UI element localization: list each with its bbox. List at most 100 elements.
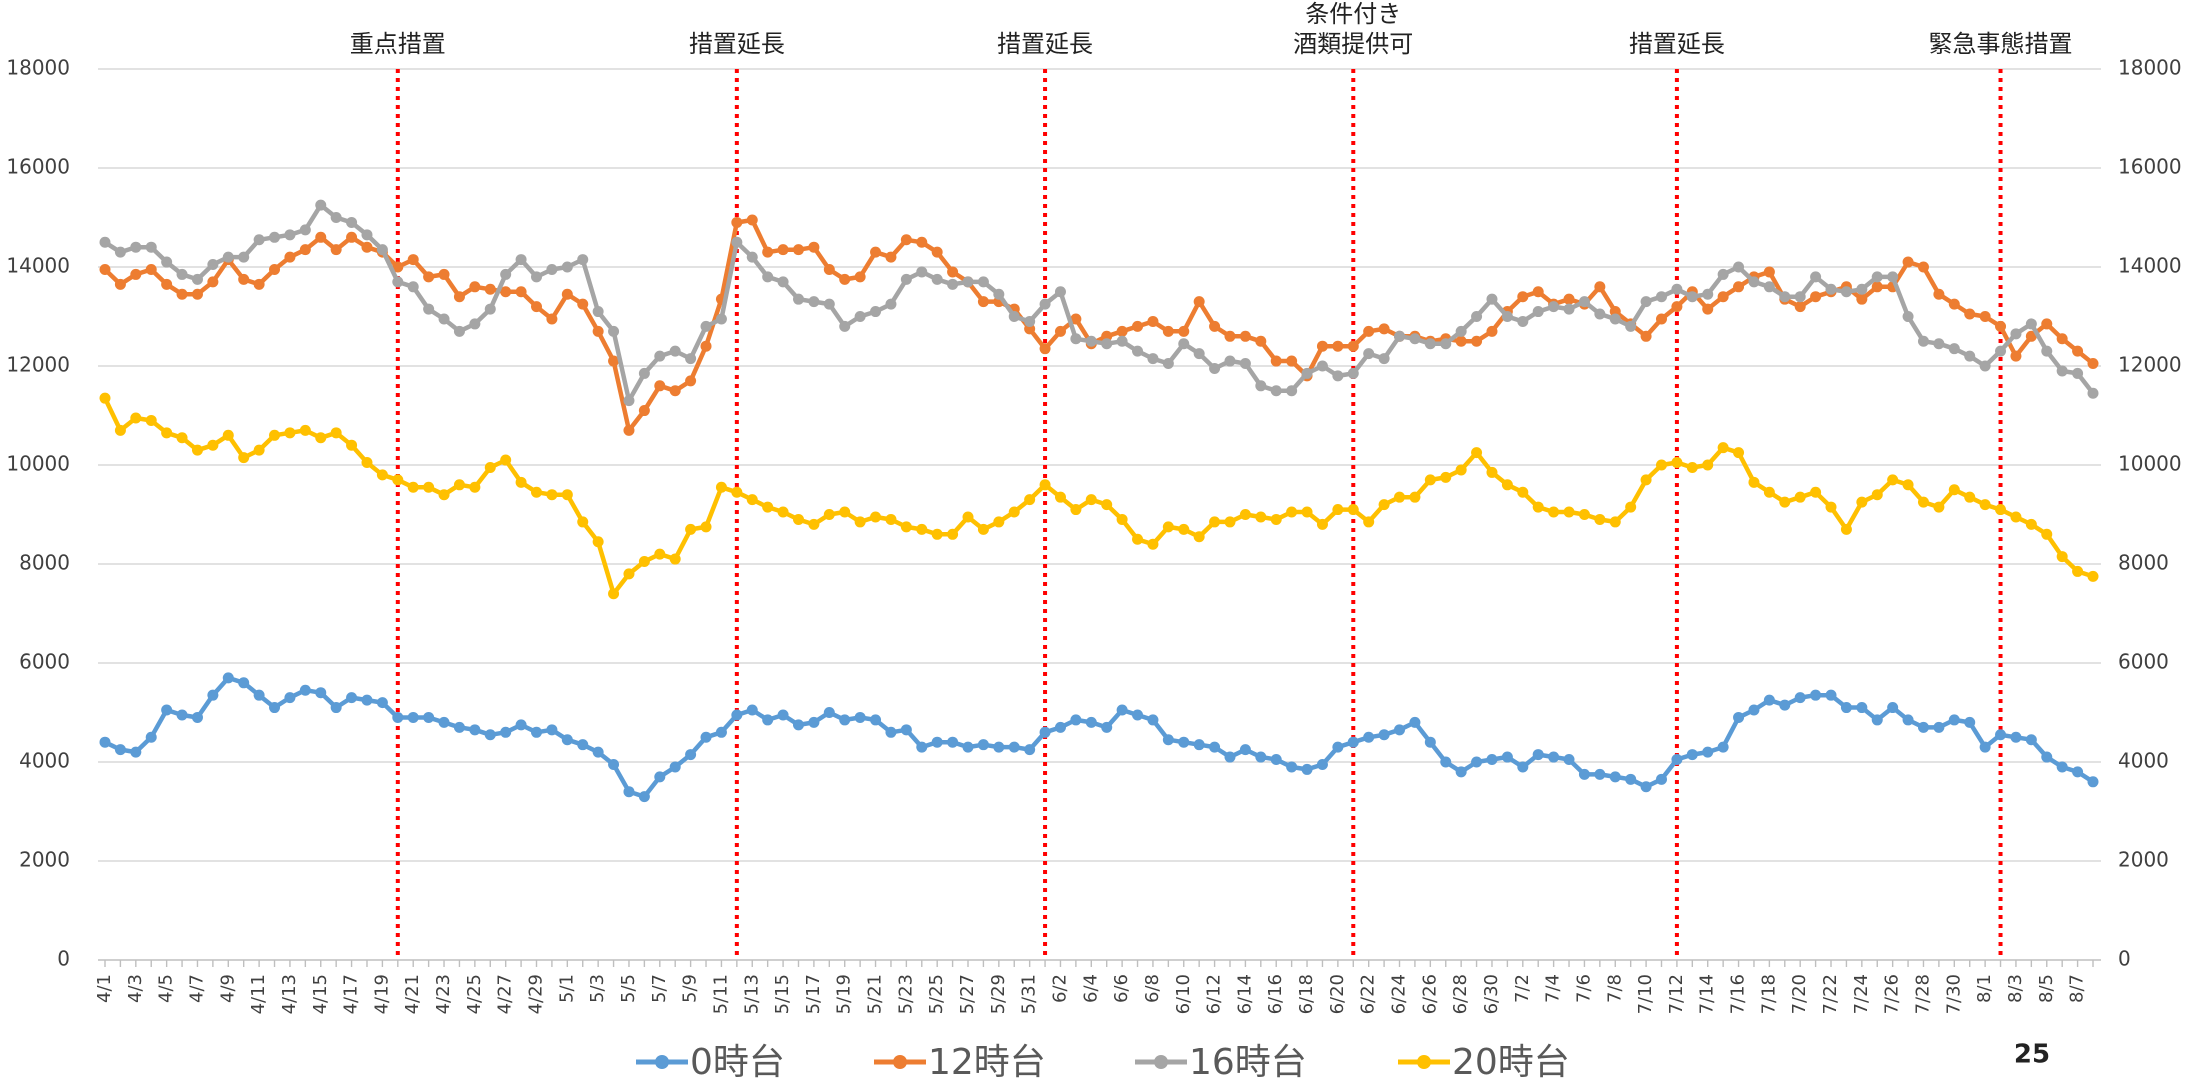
series-line <box>102 397 2094 596</box>
point <box>1070 504 1082 516</box>
point <box>885 513 897 525</box>
point <box>1424 474 1436 486</box>
x-tick-label: 6/14 <box>1234 974 1255 1014</box>
point <box>1486 325 1498 337</box>
point <box>269 429 281 441</box>
point <box>1471 335 1483 347</box>
point <box>346 216 358 228</box>
point <box>1054 286 1066 298</box>
x-tick-label: 8/1 <box>1974 974 1995 1003</box>
point <box>792 244 804 256</box>
y2-tick-label: 18000 <box>2118 56 2182 80</box>
point <box>1178 338 1190 350</box>
point <box>453 325 465 337</box>
point <box>99 236 111 248</box>
x-tick-label: 6/12 <box>1204 974 1225 1014</box>
point <box>1501 479 1513 491</box>
point <box>1193 739 1205 751</box>
point <box>1332 504 1344 516</box>
point <box>423 303 435 315</box>
point <box>114 424 126 436</box>
point <box>731 486 743 498</box>
y-tick-label: 16000 <box>6 155 70 179</box>
annotation-label: 条件付き <box>1305 0 1401 28</box>
point <box>1655 773 1667 785</box>
point <box>1933 501 1945 513</box>
point <box>1363 516 1375 528</box>
point <box>238 452 250 464</box>
x-tick-label: 7/12 <box>1666 974 1687 1014</box>
point <box>330 244 342 256</box>
y2-tick-label: 12000 <box>2118 353 2182 377</box>
point <box>731 216 743 228</box>
point <box>114 246 126 258</box>
point <box>500 454 512 466</box>
point <box>1979 360 1991 372</box>
point <box>1964 350 1976 362</box>
point <box>870 511 882 523</box>
point <box>1733 281 1745 293</box>
point <box>1008 506 1020 518</box>
point <box>916 266 928 278</box>
point <box>1162 734 1174 746</box>
point <box>1810 291 1822 303</box>
point <box>1825 283 1837 295</box>
point <box>1532 501 1544 513</box>
point <box>1085 335 1097 347</box>
point <box>1147 315 1159 327</box>
x-tick-label: 7/20 <box>1789 974 1810 1014</box>
x-tick-label: 7/14 <box>1697 974 1718 1014</box>
point <box>777 709 789 721</box>
point <box>947 278 959 290</box>
point <box>1794 291 1806 303</box>
point <box>808 518 820 530</box>
point <box>1625 320 1637 332</box>
point <box>1902 479 1914 491</box>
point <box>746 214 758 226</box>
x-tick-label: 5/31 <box>1019 974 1040 1014</box>
point <box>1763 694 1775 706</box>
point <box>1193 296 1205 308</box>
point <box>916 523 928 535</box>
point <box>1948 343 1960 355</box>
point <box>1702 303 1714 315</box>
point <box>947 528 959 540</box>
point <box>608 325 620 337</box>
point <box>269 231 281 243</box>
point <box>854 711 866 723</box>
point <box>531 726 543 738</box>
point <box>669 553 681 565</box>
point <box>808 241 820 253</box>
point <box>977 276 989 288</box>
point <box>623 395 635 407</box>
x-tick-label: 5/17 <box>803 974 824 1014</box>
point <box>1008 741 1020 753</box>
point <box>1178 736 1190 748</box>
point <box>1286 355 1298 367</box>
y-tick-label: 0 <box>57 947 70 971</box>
point <box>1424 338 1436 350</box>
point <box>623 424 635 436</box>
point <box>2041 528 2053 540</box>
point <box>1717 442 1729 454</box>
point <box>531 301 543 313</box>
point <box>1902 714 1914 726</box>
point <box>1825 689 1837 701</box>
point <box>2072 766 2084 778</box>
point <box>453 291 465 303</box>
point <box>2072 565 2084 577</box>
point <box>1548 301 1560 313</box>
point <box>2056 761 2068 773</box>
point <box>623 568 635 580</box>
point <box>1609 313 1621 325</box>
point <box>962 276 974 288</box>
point <box>1378 499 1390 511</box>
point <box>1116 704 1128 716</box>
point <box>1255 335 1267 347</box>
point <box>1640 330 1652 342</box>
point <box>1794 491 1806 503</box>
y2-tick-label: 0 <box>2118 947 2131 971</box>
point <box>700 340 712 352</box>
point <box>361 457 373 469</box>
point <box>1856 496 1868 508</box>
